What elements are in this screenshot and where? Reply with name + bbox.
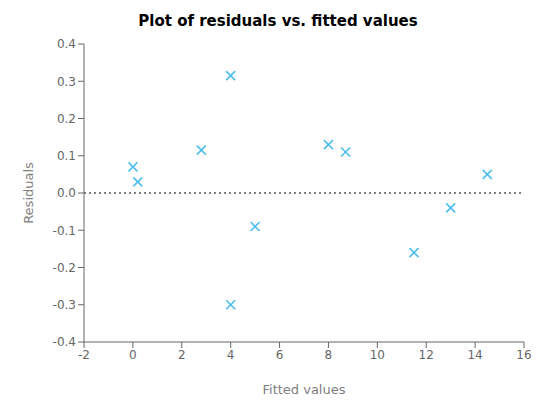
svg-text:Residuals: Residuals bbox=[21, 162, 36, 224]
svg-text:14: 14 bbox=[467, 348, 482, 362]
svg-text:2: 2 bbox=[178, 348, 186, 362]
svg-text:-0.3: -0.3 bbox=[53, 298, 76, 312]
svg-text:-2: -2 bbox=[78, 348, 90, 362]
svg-text:Fitted values: Fitted values bbox=[262, 382, 345, 397]
svg-text:10: 10 bbox=[370, 348, 385, 362]
svg-text:0.2: 0.2 bbox=[57, 112, 76, 126]
svg-text:0.1: 0.1 bbox=[57, 149, 76, 163]
svg-text:0.4: 0.4 bbox=[57, 37, 76, 51]
svg-text:6: 6 bbox=[276, 348, 284, 362]
svg-text:0: 0 bbox=[129, 348, 137, 362]
svg-text:0.3: 0.3 bbox=[57, 75, 76, 89]
svg-text:-0.2: -0.2 bbox=[53, 261, 76, 275]
svg-text:4: 4 bbox=[227, 348, 235, 362]
svg-text:-0.4: -0.4 bbox=[53, 335, 76, 349]
svg-text:8: 8 bbox=[325, 348, 333, 362]
svg-text:16: 16 bbox=[516, 348, 531, 362]
svg-text:-0.1: -0.1 bbox=[53, 224, 76, 238]
html-text:Plot of residuals vs. fitted v: Plot of residuals vs. fitted values bbox=[138, 12, 418, 30]
svg-text:12: 12 bbox=[419, 348, 434, 362]
svg-text:0.0: 0.0 bbox=[57, 186, 76, 200]
